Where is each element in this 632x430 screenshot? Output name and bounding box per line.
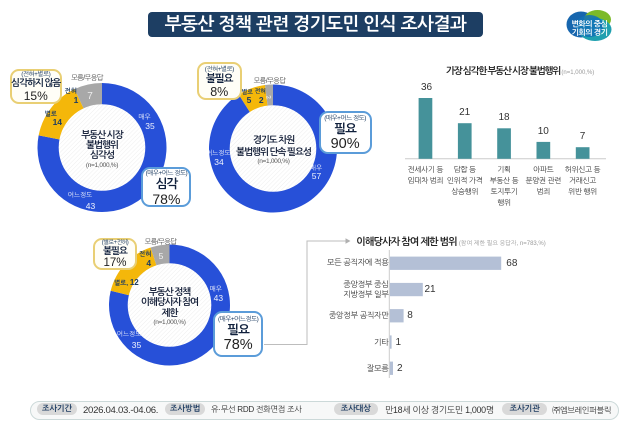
svg-text:변화의 중심: 변화의 중심 [572,20,608,29]
svg-text:기회의 경기: 기회의 경기 [572,28,608,37]
